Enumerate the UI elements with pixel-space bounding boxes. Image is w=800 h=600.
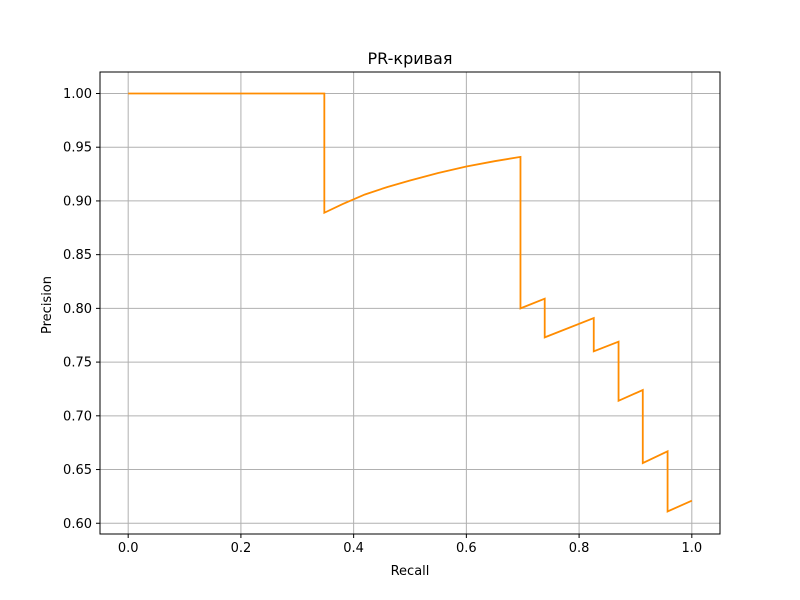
- y-tick-label: 0.70: [63, 409, 92, 424]
- y-tick-label: 0.60: [63, 517, 92, 532]
- y-tick-label: 0.90: [63, 194, 92, 209]
- y-tick-label: 0.65: [63, 463, 92, 478]
- y-tick-label: 0.80: [63, 302, 92, 317]
- y-tick-label: 1.00: [63, 87, 92, 102]
- chart-title: PR-кривая: [368, 49, 453, 68]
- x-tick-label: 0.6: [456, 541, 477, 556]
- x-tick-label: 0.0: [118, 541, 139, 556]
- x-axis-label: Recall: [391, 564, 430, 579]
- x-tick-label: 0.2: [231, 541, 252, 556]
- y-axis-label: Precision: [40, 276, 55, 334]
- y-tick-label: 0.95: [63, 141, 92, 156]
- y-axis: 0.60 0.65 0.70 0.75 0.80 0.85 0.90 0.95 1.00: [63, 87, 100, 532]
- x-axis: 0.0 0.2 0.4 0.6 0.8 1.0: [118, 534, 702, 556]
- x-tick-label: 1.0: [681, 541, 702, 556]
- y-tick-label: 0.75: [63, 356, 92, 371]
- x-tick-label: 0.8: [569, 541, 590, 556]
- y-tick-label: 0.85: [63, 248, 92, 263]
- pr-curve-line: [128, 92, 693, 513]
- series-layer: [128, 92, 693, 513]
- grid: [100, 72, 720, 534]
- plot-frame: [99, 71, 721, 535]
- x-tick-label: 0.4: [343, 541, 364, 556]
